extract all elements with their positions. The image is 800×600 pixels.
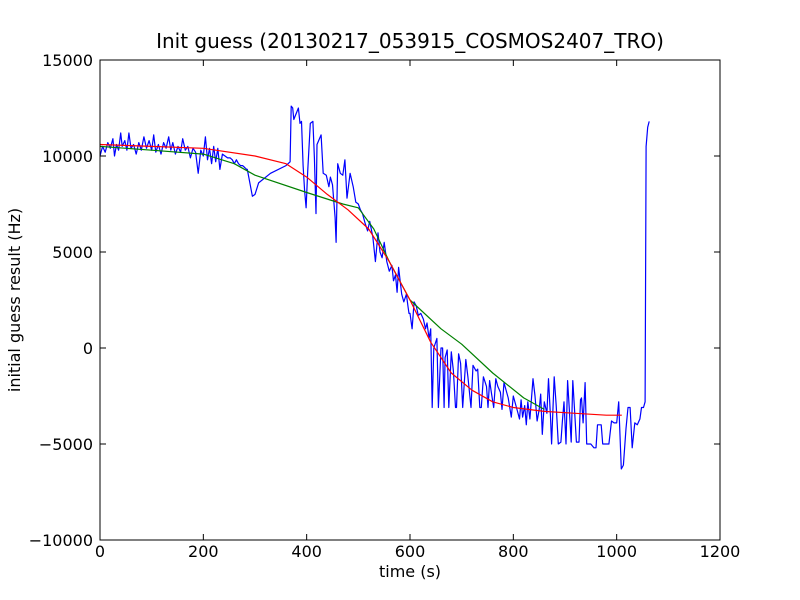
- y-tick-label: −5000: [39, 435, 93, 454]
- x-tick-label: 800: [498, 542, 529, 561]
- chart-title: Init guess (20130217_053915_COSMOS2407_T…: [156, 29, 664, 53]
- series-line-2: [99, 143, 622, 416]
- series-line-1: [99, 145, 545, 410]
- x-tick-label: 200: [188, 542, 219, 561]
- x-axis-label: time (s): [379, 562, 441, 581]
- y-tick-label: 15000: [42, 51, 93, 70]
- tick-layer: 0 200 400 600 800 1000 1200 −10000 −5000 0 5000 100…: [29, 51, 741, 561]
- y-tick-label: 5000: [52, 243, 93, 262]
- x-tick-label: 1000: [596, 542, 637, 561]
- y-tick-label: −10000: [29, 531, 93, 550]
- y-tick-label: 0: [83, 339, 93, 358]
- plot-frame: [99, 59, 721, 541]
- x-tick-label: 0: [95, 542, 105, 561]
- x-tick-label: 1200: [700, 542, 741, 561]
- x-tick-label: 600: [395, 542, 426, 561]
- y-axis-label: initial guess result (Hz): [5, 208, 24, 392]
- x-tick-label: 400: [291, 542, 322, 561]
- series-layer: [99, 105, 650, 470]
- y-tick-label: 10000: [42, 147, 93, 166]
